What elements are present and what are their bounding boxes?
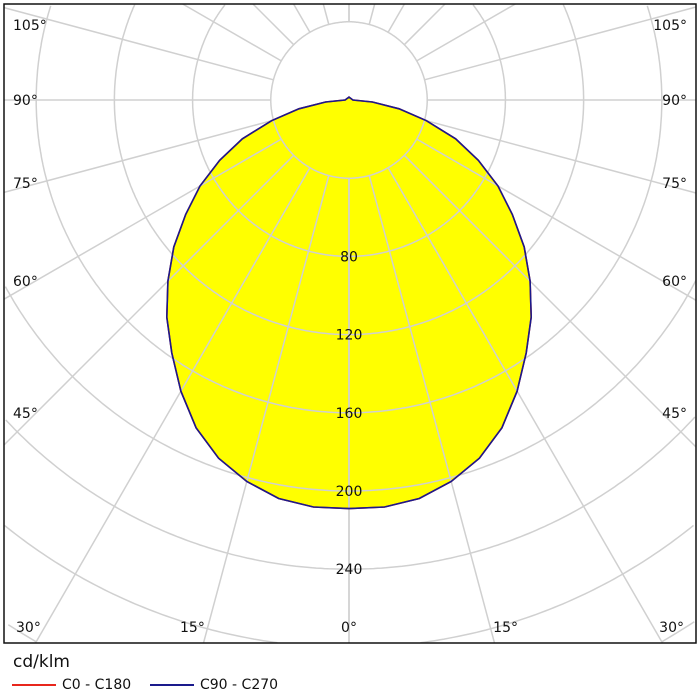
grid-spoke bbox=[416, 138, 697, 301]
angle-label-left: 90° bbox=[13, 93, 38, 109]
grid-spoke bbox=[387, 3, 406, 33]
angle-label-zero: 0° bbox=[341, 620, 357, 636]
legend-item-c90-c270: C90 - C270 bbox=[150, 677, 278, 693]
grid-spoke bbox=[3, 119, 274, 194]
radial-tick-label: 80 bbox=[340, 249, 358, 265]
grid-spoke bbox=[424, 119, 697, 194]
grid-spoke bbox=[292, 3, 311, 33]
grid-ring bbox=[7, 624, 37, 643]
grid-spoke bbox=[416, 3, 516, 62]
unit-label: cd/klm bbox=[13, 652, 70, 672]
radial-tick-label: 120 bbox=[336, 328, 363, 344]
series-line-c90-c270 bbox=[165, 96, 533, 510]
angle-label-right: 15° bbox=[493, 620, 518, 636]
grid-ring bbox=[420, 524, 694, 644]
grid-spoke bbox=[403, 3, 446, 46]
grid-ring bbox=[661, 621, 695, 643]
angle-label-left: 30° bbox=[16, 620, 41, 636]
legend-item-c0-c180: C0 - C180 bbox=[12, 677, 131, 693]
grid-spoke bbox=[3, 6, 274, 81]
legend-swatch-red bbox=[12, 684, 56, 686]
angle-labels: 105° 90° 75° 60° 45° 30° 15° 105° 90° 75° 60° 45° 30… bbox=[13, 18, 687, 636]
angle-label-right: 45° bbox=[662, 406, 687, 422]
polar-grid bbox=[3, 3, 697, 644]
legend-label: C0 - C180 bbox=[62, 677, 132, 693]
grid-spoke bbox=[3, 154, 295, 446]
grid-spoke bbox=[182, 3, 282, 62]
angle-label-left: 45° bbox=[13, 406, 38, 422]
chart-frame bbox=[3, 3, 697, 644]
grid-spoke bbox=[3, 138, 282, 300]
legend-label: C90 - C270 bbox=[200, 677, 279, 693]
angle-label-right: 90° bbox=[662, 93, 687, 109]
radial-tick-labels: 80 120 160 200 240 bbox=[336, 249, 363, 578]
angle-label-left: 15° bbox=[180, 620, 205, 636]
angle-label-left: 75° bbox=[13, 176, 38, 192]
grid-ring bbox=[4, 280, 697, 492]
angle-label-right: 105° bbox=[653, 18, 687, 34]
grid-spoke bbox=[34, 167, 311, 644]
grid-spoke bbox=[368, 3, 376, 25]
intensity-curves bbox=[165, 96, 533, 510]
angle-label-right: 75° bbox=[662, 176, 687, 192]
angle-label-right: 60° bbox=[662, 274, 687, 290]
radial-tick-label: 160 bbox=[336, 406, 363, 422]
grid-ring bbox=[4, 524, 278, 644]
grid-spoke bbox=[368, 175, 496, 644]
grid-spoke bbox=[403, 154, 697, 448]
grid-spoke bbox=[387, 167, 664, 644]
legend-swatch-blue bbox=[150, 684, 194, 686]
grid-spoke bbox=[252, 3, 295, 46]
radial-tick-label: 240 bbox=[336, 562, 363, 578]
grid-ring bbox=[5, 416, 696, 570]
radial-tick-label: 200 bbox=[336, 484, 363, 500]
angle-label-left: 105° bbox=[13, 18, 47, 34]
angle-label-left: 60° bbox=[13, 274, 38, 290]
legend: cd/klm C0 - C180 C90 - C270 bbox=[0, 648, 700, 698]
grid-spoke bbox=[424, 6, 697, 81]
grid-spoke bbox=[202, 175, 330, 644]
grid-spoke bbox=[322, 3, 330, 25]
angle-label-right: 30° bbox=[659, 620, 684, 636]
